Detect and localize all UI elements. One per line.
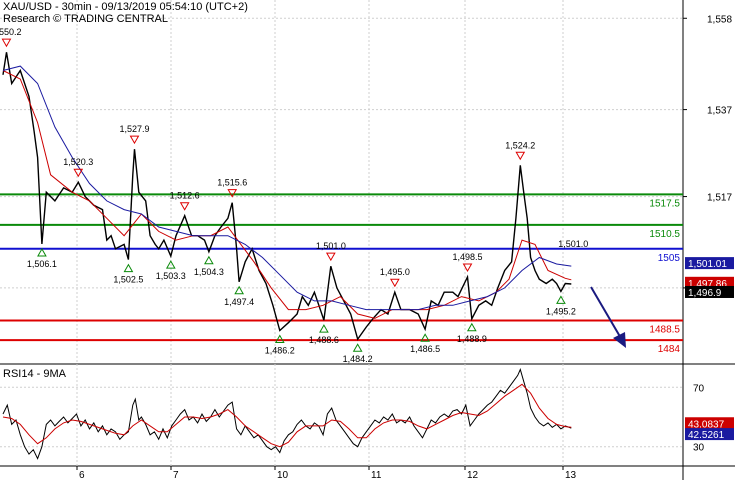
annotations: 1,550.2 1,506.1 1,520.3 1,527.9 1,502.5 1,503… [0, 27, 588, 364]
trough-label: 1,503.3 [156, 271, 186, 281]
trough-label: 1,495.2 [546, 306, 576, 316]
price-tick-label: 1,537 [707, 106, 732, 117]
price-series-ma-blue [2, 65, 572, 311]
series-group [2, 52, 572, 460]
price-tag-box [685, 285, 734, 298]
peak-label: 1,524.2 [505, 140, 535, 150]
price-tag-box [685, 428, 734, 441]
trough-marker [556, 295, 566, 304]
grid [0, 0, 683, 466]
price-tag-label: 1,496.9 [688, 288, 722, 299]
trough-label: 1,502.5 [113, 275, 143, 285]
rsi-label: RSI14 - 9MA [3, 368, 66, 380]
rsi-series-rsi14 [2, 368, 572, 460]
peak-label: 1,495.0 [380, 267, 410, 277]
day-tick-label: 7 [173, 470, 179, 480]
price-tag-label: 42.5261 [688, 430, 725, 441]
peak-marker [227, 189, 238, 198]
trough-marker [466, 322, 477, 332]
trough-marker [165, 260, 176, 269]
peak-marker [129, 135, 140, 145]
price-tag-box [685, 417, 734, 430]
chart-subtitle: Research © TRADING CENTRAL [3, 13, 168, 25]
peak-marker [325, 252, 336, 262]
level-label: 1488.5 [649, 325, 680, 336]
price-tag-label: 1,497.86 [688, 279, 727, 290]
forecast-arrow [590, 286, 626, 348]
trough-label: 1,486.5 [410, 344, 440, 354]
level-label: 1484 [658, 344, 681, 355]
price-series-xau-usd [2, 52, 572, 341]
peak-label: 1,527.9 [119, 124, 149, 134]
trough-label: 1,486.2 [265, 346, 295, 356]
trough-marker [204, 255, 214, 265]
peak-marker [73, 168, 84, 178]
peak-label: 1,498.5 [452, 252, 482, 262]
peak-marker [515, 151, 526, 161]
trough-marker [37, 247, 47, 257]
day-tick-label: 12 [467, 470, 479, 480]
day-tick-label: 10 [277, 470, 289, 480]
trough-label: 1,504.3 [194, 267, 224, 277]
peak-label: 1,501.0 [316, 241, 346, 251]
price-tag-label: 43.0837 [688, 419, 725, 430]
price-series-ma-red [2, 70, 572, 319]
peak-label: 1,512.6 [170, 191, 200, 201]
chart-title: XAU/USD - 30min - 09/13/2019 05:54:10 (U… [3, 1, 248, 13]
trough-label: 1,488.6 [309, 335, 339, 345]
trough-marker [274, 334, 285, 344]
day-tick-label: 11 [371, 470, 382, 480]
peak-label: 1,515.6 [217, 178, 247, 188]
day-tick-label: 6 [79, 470, 85, 480]
price-tick-label: 1,517 [707, 193, 732, 204]
price-tag-box [685, 276, 734, 289]
forecast-arrow-shaft [590, 286, 623, 341]
trough-marker [123, 263, 134, 273]
peak-marker [462, 263, 473, 273]
trough-marker [352, 343, 363, 352]
trough-marker [319, 324, 329, 333]
price-tag-label: 1,501.01 [688, 259, 727, 270]
price-tag-box [685, 257, 734, 270]
rsi-series-9ma [2, 383, 572, 448]
peak-marker [1, 38, 12, 48]
peak-marker [179, 202, 190, 211]
forecast-arrow-head [613, 332, 626, 348]
rsi-tick-label: 30 [693, 443, 705, 454]
peak-marker [389, 278, 400, 288]
trough-label: 1,497.4 [224, 297, 254, 307]
trough-label: 1,488.9 [457, 334, 487, 344]
peak-label: 1,550.2 [0, 27, 21, 37]
rsi-tick-label: 70 [693, 383, 705, 394]
trough-marker [234, 285, 245, 295]
level-label: 1510.5 [649, 229, 680, 240]
level-label: 1505 [658, 253, 681, 264]
price-tick-label: 1,558 [707, 14, 732, 25]
peak-label: 1,520.3 [63, 157, 93, 167]
level-value-label: 1,501.0 [558, 239, 588, 249]
trough-label: 1,506.1 [27, 259, 57, 269]
level-label: 1517.5 [649, 198, 680, 209]
trough-marker [420, 333, 430, 342]
day-tick-label: 13 [565, 470, 577, 480]
key-levels: 1517.5 1510.5 1505 1488.5 1484 [0, 193, 683, 355]
trough-label: 1,484.2 [343, 354, 373, 364]
